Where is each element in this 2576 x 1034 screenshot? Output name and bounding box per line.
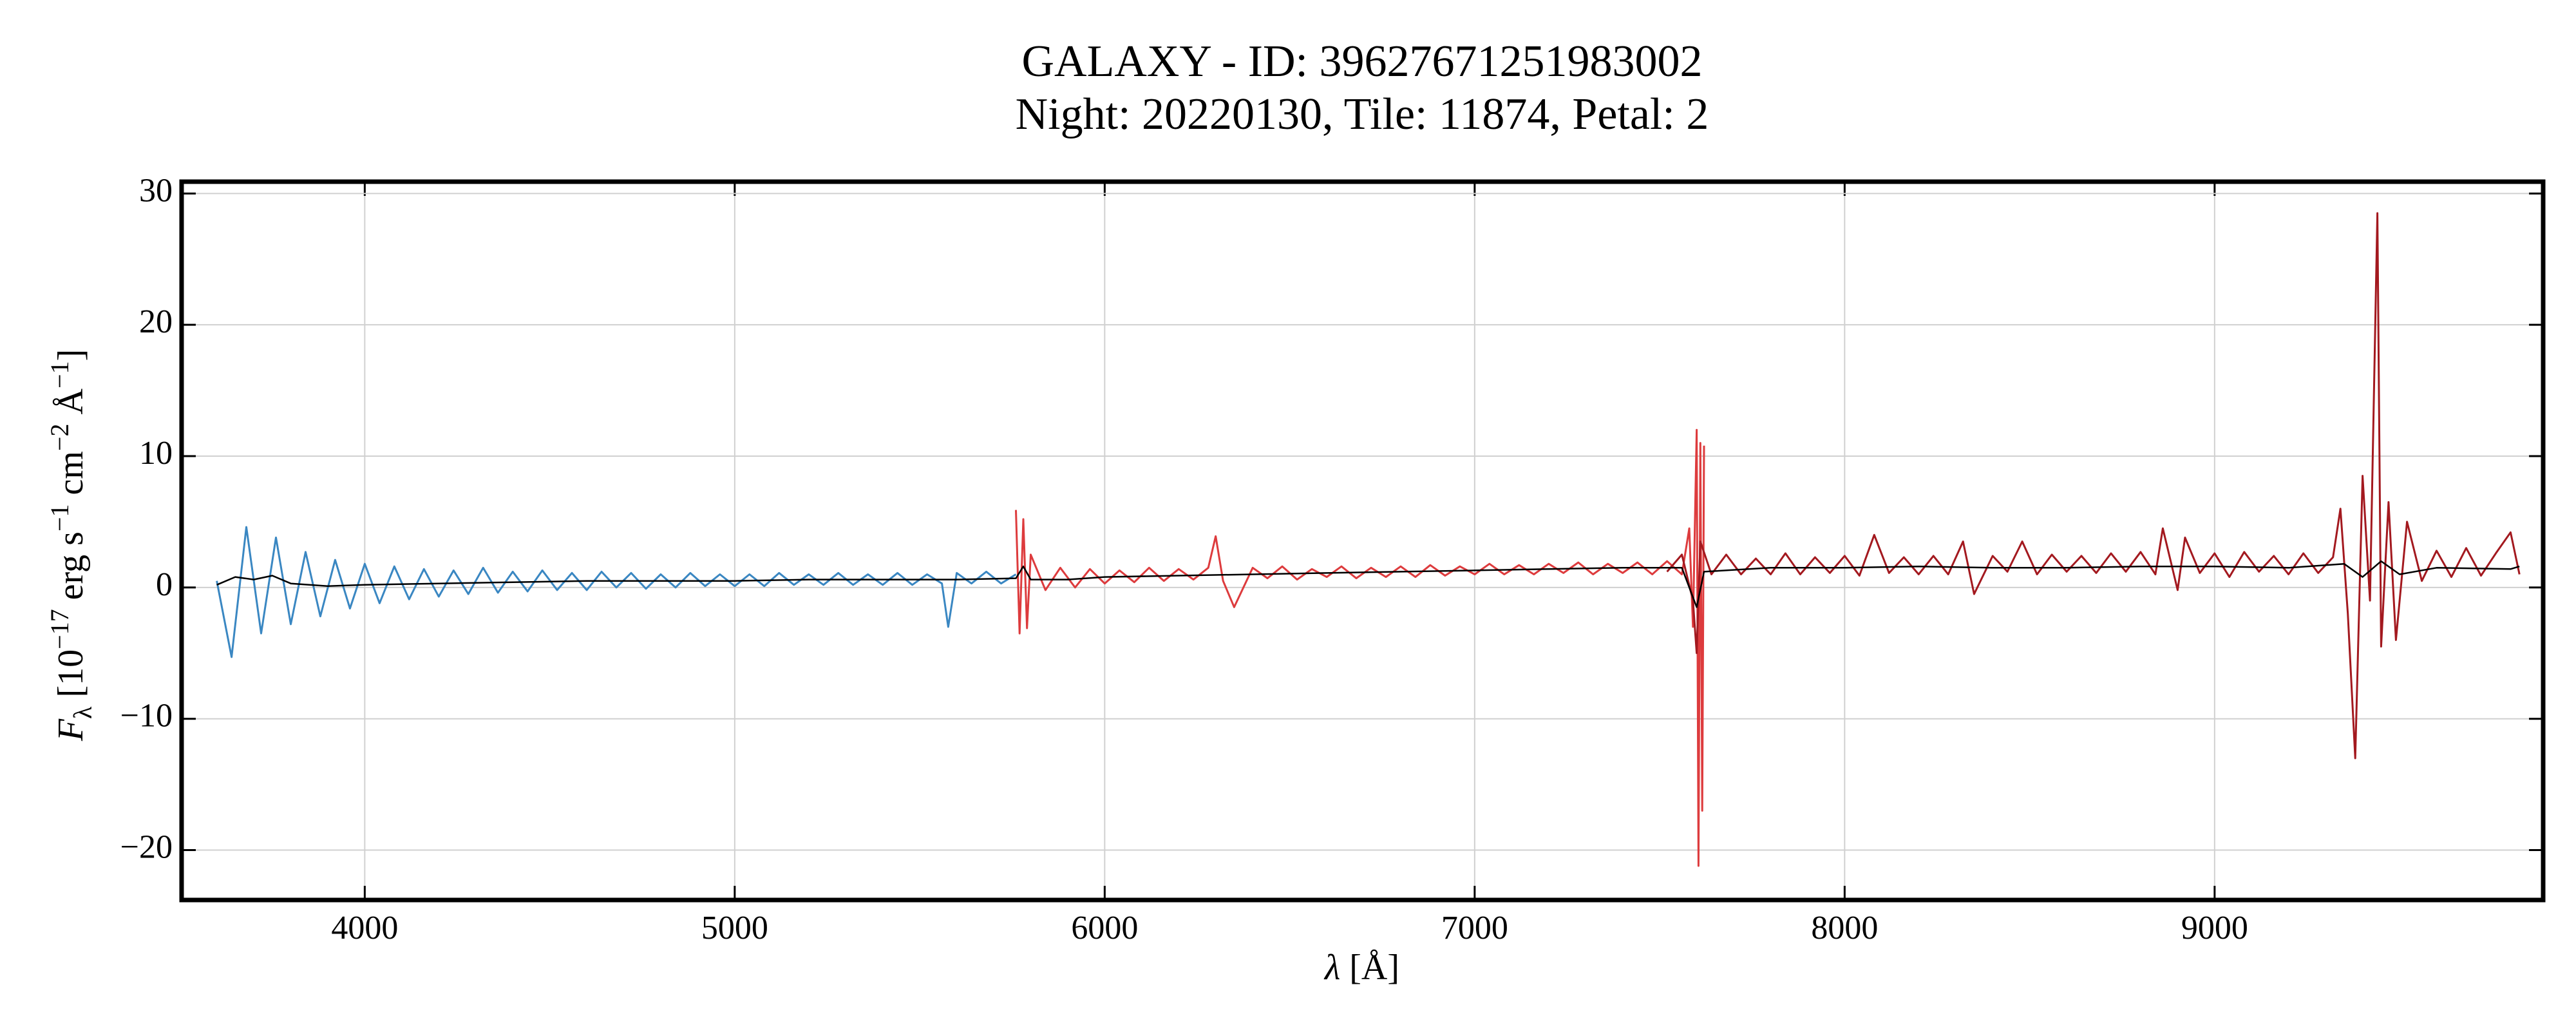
y-label-part: λ bbox=[68, 706, 97, 719]
spectrum-line bbox=[1666, 212, 2521, 760]
y-label-part: −1 bbox=[45, 361, 74, 388]
y-label-part: F bbox=[51, 718, 91, 742]
spectrum-line bbox=[216, 560, 2520, 608]
y-label-part: −17 bbox=[45, 609, 74, 649]
x-tick-label: 9000 bbox=[2181, 910, 2248, 946]
chart-title: GALAXY - ID: 39627671251983002 bbox=[1021, 37, 1702, 86]
y-axis-label: Fλ [10−17 erg s−1 cm−2 Å−1] bbox=[45, 349, 97, 742]
x-tick-label: 7000 bbox=[1441, 910, 1508, 946]
x-tick-label: 8000 bbox=[1811, 910, 1878, 946]
y-label-part: erg s bbox=[51, 531, 91, 609]
y-tick-label: −10 bbox=[120, 698, 173, 734]
spectrum-line bbox=[1015, 428, 1705, 867]
y-tick-label: 10 bbox=[139, 435, 173, 472]
x-axis-label-unit: [Å] bbox=[1340, 948, 1399, 988]
x-tick-label: 6000 bbox=[1071, 910, 1138, 946]
x-tick-label: 5000 bbox=[701, 910, 768, 946]
y-tick-label: 0 bbox=[156, 566, 173, 603]
y-label-part: Å bbox=[51, 388, 91, 423]
y-tick-label: −20 bbox=[120, 828, 173, 865]
y-label-part: [10 bbox=[51, 649, 91, 707]
y-label-part: −1 bbox=[45, 504, 74, 531]
x-axis-label-symbol: λ bbox=[1323, 948, 1340, 988]
plot-frame bbox=[179, 179, 2546, 903]
y-label-part: cm bbox=[51, 451, 91, 504]
spectrum-line bbox=[216, 526, 1017, 658]
chart-subtitle: Night: 20220130, Tile: 11874, Petal: 2 bbox=[1016, 90, 1709, 139]
y-tick-label: 20 bbox=[139, 303, 173, 340]
y-tick-label: 30 bbox=[139, 172, 173, 209]
x-axis-label: λ [Å] bbox=[1323, 948, 1399, 988]
y-label-part: ] bbox=[51, 349, 91, 361]
x-tick-label: 4000 bbox=[331, 910, 398, 946]
y-label-part: −2 bbox=[45, 423, 74, 451]
